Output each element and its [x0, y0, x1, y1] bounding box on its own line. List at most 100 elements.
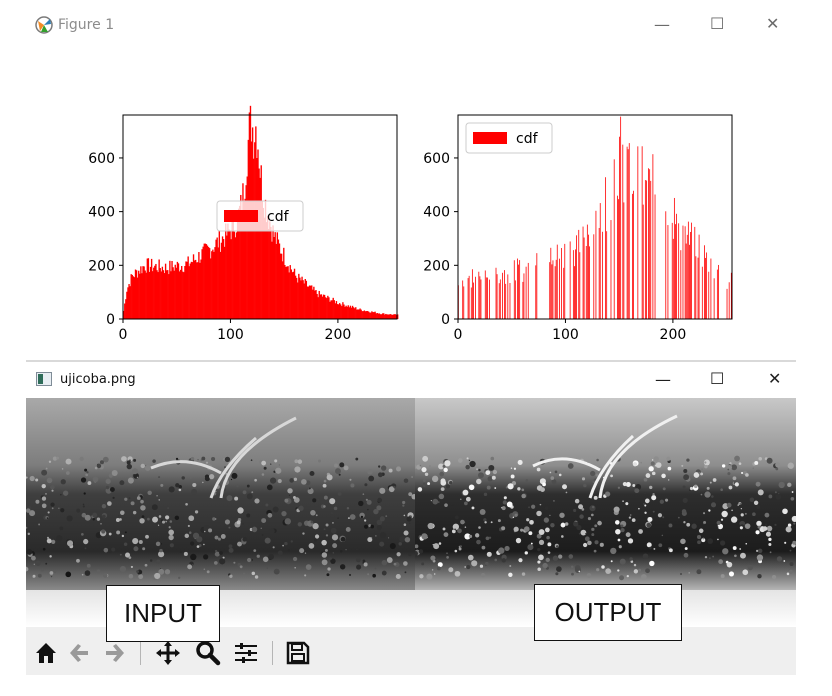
maximize-button[interactable]: ☐ — [710, 14, 725, 33]
soil-speck — [302, 532, 305, 535]
histogram-bar — [649, 169, 651, 319]
soil-speck — [332, 552, 335, 554]
soil-speck — [237, 562, 242, 567]
soil-speck — [643, 503, 645, 505]
soil-speck — [49, 555, 52, 558]
histogram-bar — [333, 300, 335, 319]
home-icon[interactable] — [32, 639, 60, 667]
soil-speck — [703, 459, 710, 466]
histogram-bar — [701, 266, 703, 319]
soil-speck — [490, 521, 493, 524]
minimize-button[interactable]: — — [654, 15, 670, 34]
soil-speck — [355, 457, 359, 461]
back-icon[interactable] — [66, 639, 94, 667]
histogram-bar — [173, 270, 175, 319]
soil-speck — [610, 474, 613, 478]
soil-speck — [683, 521, 686, 524]
soil-speck — [468, 484, 475, 491]
soil-speck — [574, 498, 580, 504]
soil-speck — [596, 568, 600, 572]
close-button[interactable]: ✕ — [766, 14, 780, 33]
soil-speck — [466, 564, 471, 570]
soil-speck — [487, 476, 493, 482]
soil-speck — [99, 460, 104, 465]
histogram-bar — [698, 234, 700, 319]
soil-speck — [326, 474, 333, 481]
soil-speck — [738, 462, 742, 465]
soil-speck — [433, 543, 440, 550]
soil-speck — [145, 534, 149, 539]
soil-speck — [297, 459, 303, 464]
histogram-bar — [563, 267, 565, 319]
soil-speck — [169, 520, 173, 523]
soil-speck — [655, 462, 662, 468]
histogram-bar — [598, 227, 600, 319]
legend-swatch — [224, 210, 258, 222]
soil-speck — [281, 510, 287, 517]
soil-speck — [775, 494, 782, 500]
soil-speck — [360, 515, 364, 519]
histogram-bar — [272, 225, 274, 319]
output-label: OUTPUT — [534, 584, 682, 641]
forward-icon[interactable] — [100, 639, 128, 667]
soil-speck — [81, 533, 84, 536]
soil-speck — [31, 555, 36, 561]
soil-speck — [543, 517, 550, 523]
pan-icon[interactable] — [154, 639, 182, 667]
image-maximize-button[interactable]: ☐ — [710, 369, 725, 388]
histogram-bar — [489, 279, 490, 319]
soil-speck — [175, 483, 180, 488]
soil-speck — [82, 503, 85, 506]
histogram-bar — [495, 267, 497, 319]
histogram-bar — [181, 265, 183, 319]
soil-speck — [667, 479, 670, 481]
soil-speck — [212, 517, 216, 521]
chart-1-plot: 0 100 200 0 200 400 600 cdf — [88, 105, 399, 343]
histogram-bar — [689, 244, 690, 319]
histogram-bar — [390, 314, 392, 319]
soil-speck — [629, 514, 632, 516]
soil-speck — [617, 569, 620, 572]
soil-speck — [403, 561, 408, 566]
chart-legend: cdf — [216, 200, 304, 232]
soil-speck — [610, 560, 613, 563]
soil-speck — [734, 482, 739, 487]
histogram-bar — [654, 194, 656, 319]
image-minimize-button[interactable]: — — [655, 370, 671, 389]
zoom-icon[interactable] — [194, 639, 222, 667]
soil-speck — [84, 570, 91, 576]
histogram-bar — [317, 297, 319, 319]
save-icon[interactable] — [284, 639, 312, 667]
soil-speck — [507, 483, 514, 490]
soil-speck — [704, 461, 707, 464]
soil-speck — [326, 573, 330, 577]
soil-speck — [706, 486, 710, 490]
soil-speck — [709, 557, 711, 559]
histogram-bar — [601, 231, 603, 319]
soil-speck — [787, 523, 792, 527]
soil-speck — [156, 559, 161, 564]
soil-speck — [633, 563, 637, 567]
histogram-bar — [287, 266, 289, 319]
histogram-bar — [294, 275, 297, 319]
histogram-bar — [575, 249, 576, 319]
soil-speck — [452, 523, 460, 530]
soil-speck — [330, 511, 334, 515]
legend-label: cdf — [267, 209, 290, 225]
subplots-icon[interactable] — [232, 639, 260, 667]
histogram-bar — [686, 234, 688, 319]
soil-speck — [601, 565, 605, 569]
soil-speck — [230, 478, 233, 481]
soil-speck — [550, 476, 555, 480]
histogram-bar — [704, 245, 705, 319]
soil-speck — [260, 527, 262, 530]
soil-speck — [83, 492, 86, 495]
soil-speck — [128, 573, 134, 579]
histogram-bar — [637, 146, 639, 319]
soil-speck — [502, 500, 507, 505]
histogram-bar — [298, 273, 300, 319]
histogram-bar — [517, 258, 518, 319]
x-tick-label: 0 — [454, 327, 463, 343]
image-close-button[interactable]: ✕ — [768, 369, 782, 388]
histogram-bar — [295, 277, 298, 319]
